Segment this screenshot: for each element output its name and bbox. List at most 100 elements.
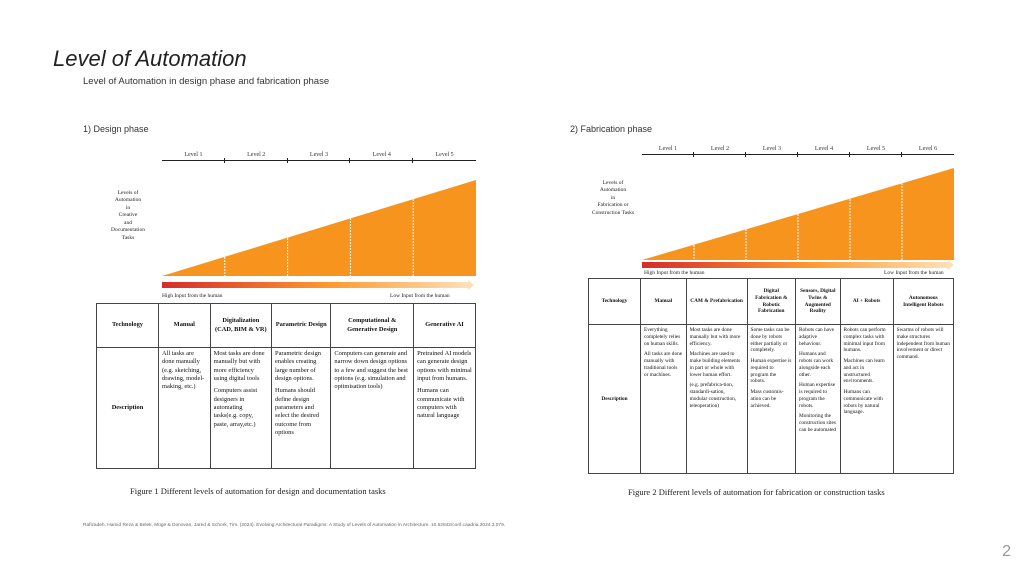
- design-high-input-label: High Input from the human: [162, 293, 223, 299]
- technology-row-header: Technology: [96, 303, 159, 348]
- description-cell: Most tasks are done manually but with mo…: [209, 347, 273, 469]
- description-paragraph: Humans can communicate with computers wi…: [417, 387, 465, 420]
- axis-label-line: Creative: [118, 212, 138, 219]
- axis-label-line: Fabrication or: [597, 202, 629, 209]
- level-label: Level 1: [162, 152, 225, 163]
- description-cell: Robots can have adaptive behaviour. Human…: [795, 324, 841, 474]
- description-paragraph: Machines are used to make building eleme…: [689, 351, 741, 378]
- description-paragraph: Everything completely relies on human sk…: [644, 327, 681, 347]
- level-label: Level 2: [224, 152, 288, 163]
- description-paragraph: (e.g. prefabrica-tion, standardi-sation,…: [689, 382, 737, 409]
- design-figure-caption: Figure 1 Different levels of automation …: [130, 486, 386, 496]
- design-input-gradient-arrow: [162, 280, 474, 290]
- description-row-header: Description: [96, 347, 159, 469]
- level-label: Level 2: [694, 146, 746, 157]
- description-paragraph: Machines can learn and act in unstructur…: [843, 358, 885, 385]
- level-label: Level 6: [902, 146, 954, 155]
- technology-header-cell: Generative AI: [413, 303, 476, 348]
- fabrication-figure-caption: Figure 2 Different levels of automation …: [628, 487, 885, 497]
- fabrication-levels-row: Level 1 Level 2 Level 3 Level 4 Level 5 Level…: [642, 146, 954, 157]
- description-cell: Pretrained AI models can generate design…: [413, 347, 476, 469]
- technology-row: Technology Manual Digitalization (CAD, BIM…: [96, 303, 476, 348]
- description-paragraph: Monitoring the construction sites can be…: [799, 413, 837, 433]
- description-paragraph: Robots can have adaptive behaviour.: [799, 327, 835, 347]
- axis-label-line: in: [125, 204, 131, 211]
- design-levels-row: Level 1 Level 2 Level 3 Level 4 Level 5: [162, 152, 476, 163]
- technology-row-header: Technology: [588, 278, 641, 325]
- citation-footnote: Rafizadeh, Hamid Reza & Belek, Müge & Do…: [83, 523, 506, 528]
- description-cell: Swarms of robots will make structures in…: [892, 324, 955, 474]
- technology-header-cell: Computational & Generative Design: [330, 303, 415, 348]
- design-automation-table: Technology Manual Digitalization (CAD, BIM…: [96, 303, 476, 469]
- level-label: Level 5: [413, 152, 476, 161]
- description-row: Description Everything completely relies …: [588, 324, 955, 474]
- axis-label-line: Levels of: [602, 180, 624, 186]
- description-paragraph: Robots can perform complex tasks with mi…: [843, 327, 886, 354]
- description-paragraph: Computers can generate and narrow down d…: [334, 350, 408, 391]
- description-paragraph: All tasks are done manually with traditi…: [644, 351, 683, 378]
- fabrication-automation-axis-label: Levels of Automation in Fabrication or Const…: [584, 180, 642, 217]
- axis-label-line: and: [124, 219, 132, 226]
- fabrication-phase-heading: 2) Fabrication phase: [570, 124, 653, 134]
- axis-label-line: in: [610, 194, 616, 201]
- description-cell: Some tasks can be done by robots either …: [746, 324, 797, 474]
- description-cell: All tasks are done manually (e.g. sketch…: [158, 347, 211, 469]
- axis-label-line: Documentation: [111, 227, 145, 234]
- description-paragraph: Humans can communicate with robots by na…: [843, 389, 883, 416]
- design-low-input-label: Low Input from the human: [390, 293, 450, 299]
- description-paragraph: Most tasks are done manually but with mo…: [689, 327, 741, 347]
- design-wedge-fill: [162, 180, 476, 276]
- fabrication-input-gradient-arrow: [642, 260, 954, 270]
- technology-header-cell: Manual: [640, 278, 687, 325]
- fabrication-automation-wedge: [642, 168, 954, 260]
- description-paragraph: Mass customis-ation can be achieved.: [750, 389, 784, 409]
- level-label: Level 3: [287, 152, 351, 163]
- description-paragraph: Humans should define design parameters a…: [275, 387, 320, 436]
- description-row-header: Description: [588, 324, 641, 474]
- design-automation-wedge: [162, 180, 476, 276]
- page-number: 2: [1002, 543, 1011, 560]
- axis-label-line: Automation: [114, 197, 142, 204]
- axis-label-line: Construction Tasks: [591, 209, 635, 216]
- description-cell: Most tasks are done manually but with mo…: [685, 324, 748, 474]
- axis-label-line: Levels of: [117, 190, 139, 196]
- technology-header-cell: Parametric Design: [271, 303, 332, 348]
- description-cell: Everything completely relies on human sk…: [640, 324, 687, 474]
- technology-header-cell: Autonomous Intelligent Robots: [892, 278, 955, 325]
- description-paragraph: All tasks are done manually (e.g. sketch…: [162, 350, 205, 391]
- description-paragraph: Human expertise is required to program t…: [799, 382, 836, 409]
- description-paragraph: Humans and robots can work alongside eac…: [799, 351, 834, 378]
- technology-row: Technology Manual CAM & Prefabrication Digi…: [588, 278, 955, 325]
- axis-label-line: Tasks: [121, 234, 135, 241]
- description-cell: Computers can generate and narrow down d…: [330, 347, 415, 469]
- description-paragraph: Pretrained AI models can generate design…: [417, 350, 472, 382]
- level-label: Level 1: [642, 146, 694, 157]
- technology-header-cell: AI + Robots: [839, 278, 894, 325]
- fabrication-low-input-label: Low Input from the human: [884, 270, 944, 276]
- fabrication-automation-table: Technology Manual CAM & Prefabrication Digi…: [588, 278, 955, 474]
- level-label: Level 4: [350, 152, 414, 163]
- technology-header-cell: CAM & Prefabrication: [685, 278, 748, 325]
- level-label: Level 4: [798, 146, 850, 157]
- axis-label-line: Automation: [599, 187, 627, 194]
- description-cell: Parametric design enables creating large…: [271, 347, 332, 469]
- description-cell: Robots can perform complex tasks with mi…: [839, 324, 894, 474]
- design-phase-heading: 1) Design phase: [83, 124, 149, 134]
- slide-subtitle: Level of Automation in design phase and …: [83, 76, 330, 87]
- technology-header-cell: Sensors, Digital Twins & Augmented Reali…: [795, 278, 841, 325]
- description-paragraph: Most tasks are done manually but with mo…: [213, 350, 265, 382]
- level-label: Level 3: [746, 146, 798, 157]
- fabrication-high-input-label: High Input from the human: [644, 270, 705, 276]
- description-paragraph: Computers assist designers in automating…: [213, 387, 258, 428]
- level-label: Level 5: [850, 146, 902, 157]
- description-row: Description All tasks are done manually (…: [96, 347, 476, 469]
- description-paragraph: Some tasks can be done by robots either …: [750, 327, 790, 354]
- design-automation-axis-label: Levels of Automation in Creative and Document…: [98, 190, 158, 242]
- description-paragraph: Human expertise is required to program t…: [750, 358, 792, 385]
- technology-header-cell: Digital Fabrication & Robotic Fabricatio…: [746, 278, 797, 325]
- description-paragraph: Swarms of robots will make structures in…: [896, 327, 950, 361]
- technology-header-cell: Manual: [158, 303, 211, 348]
- technology-header-cell: Digitalization (CAD, BIM & VR): [209, 303, 273, 348]
- description-paragraph: Parametric design enables creating large…: [275, 350, 321, 382]
- slide-title: Level of Automation: [53, 46, 247, 71]
